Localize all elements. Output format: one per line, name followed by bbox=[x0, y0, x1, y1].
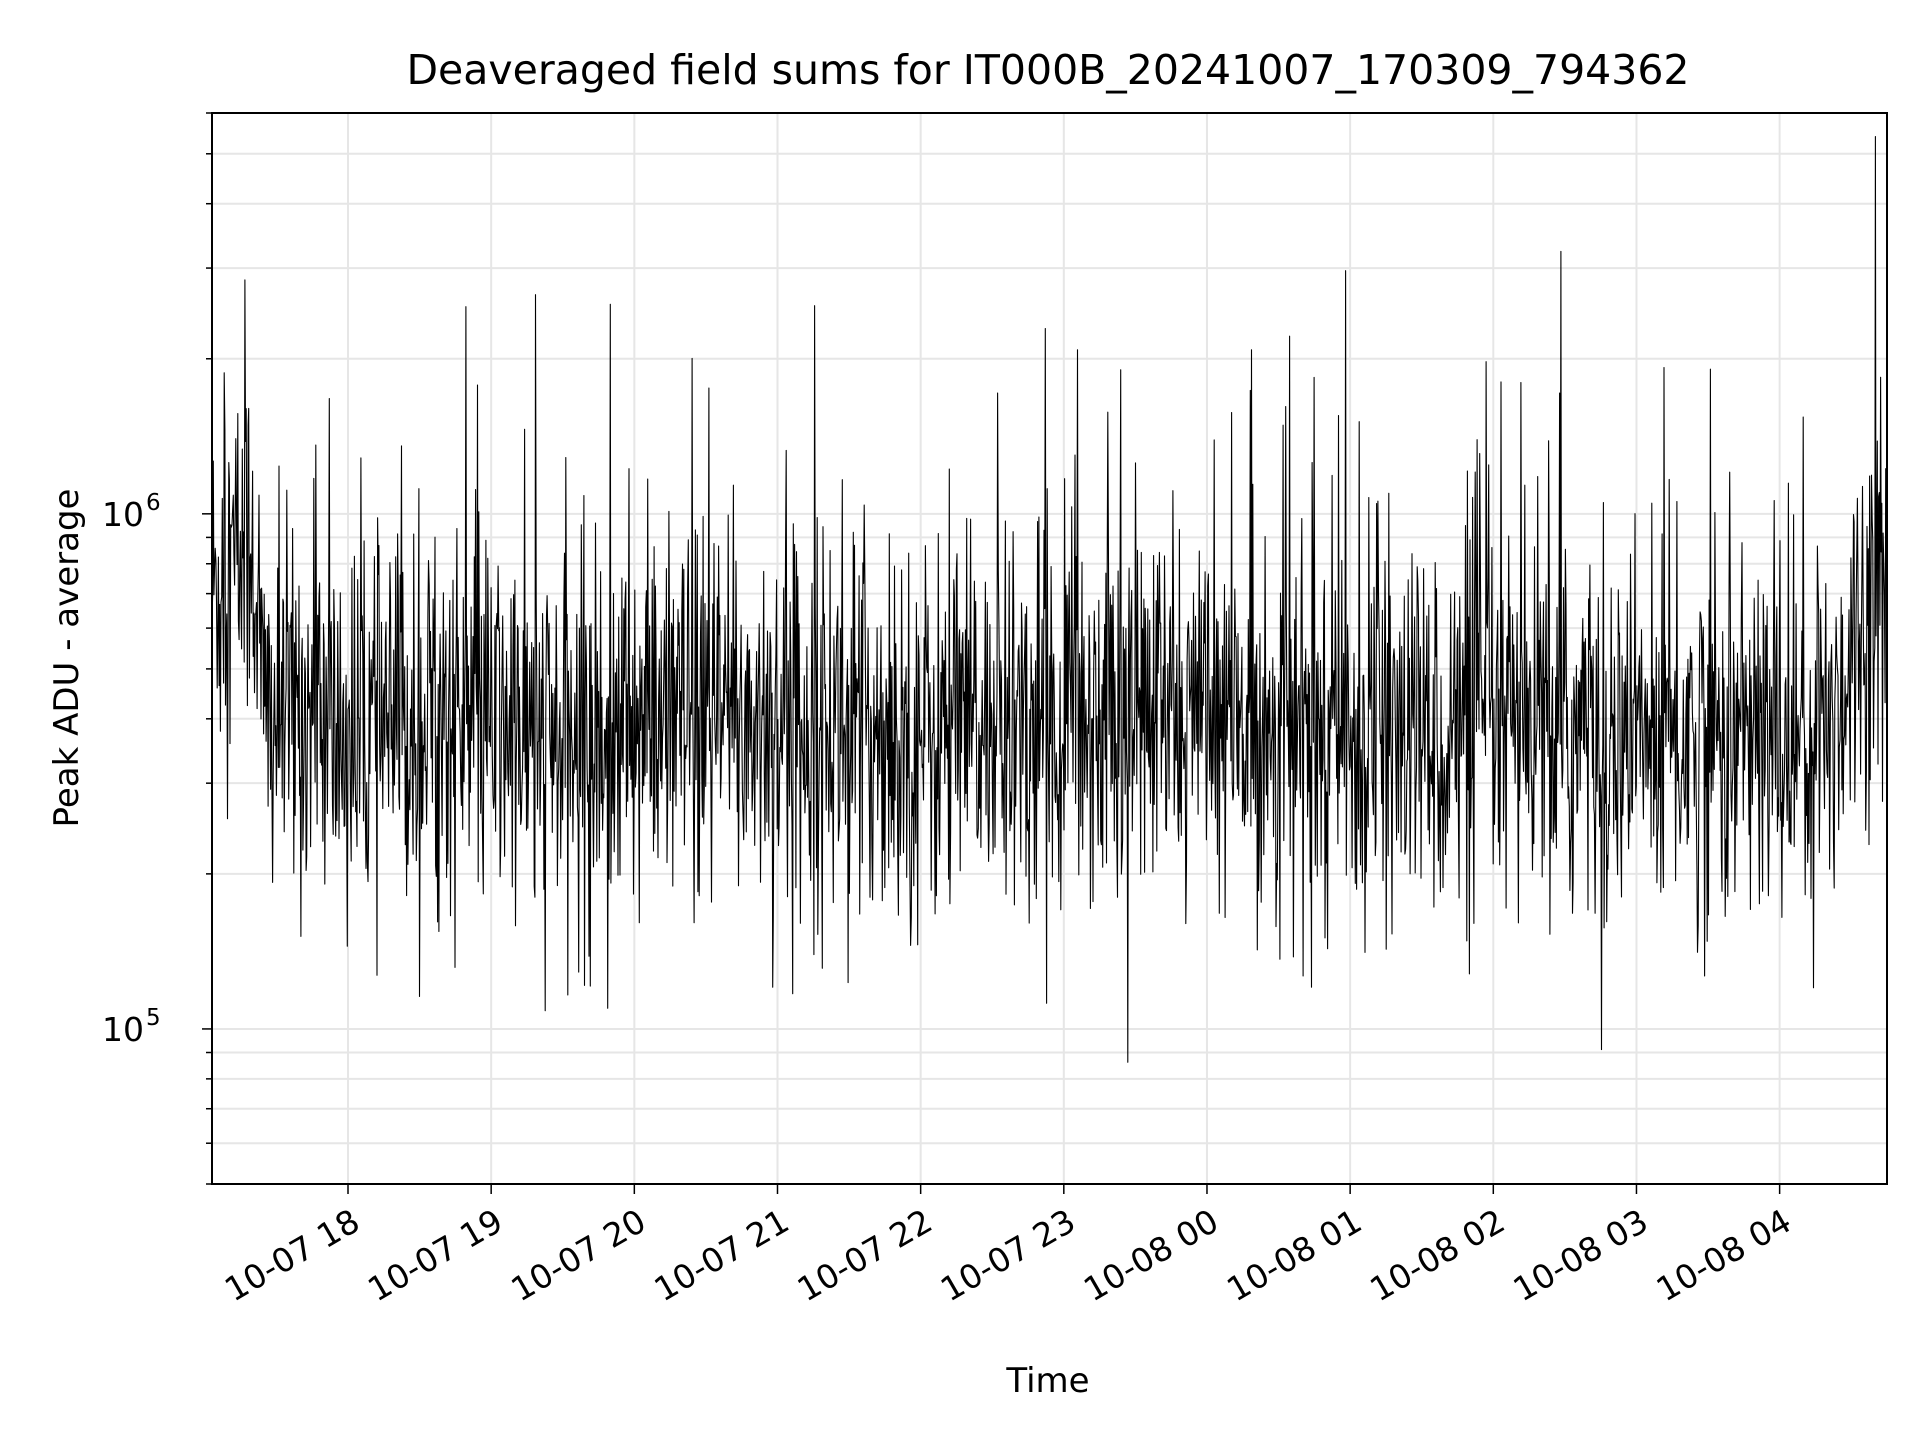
x-tick-label: 10-08 04 bbox=[1650, 1201, 1798, 1309]
y-axis-label: Peak ADU - average bbox=[47, 489, 87, 828]
chart-title: Deaveraged field sums for IT000B_2024100… bbox=[406, 46, 1689, 94]
x-tick-label: 10-08 01 bbox=[1220, 1201, 1368, 1309]
y-tick-label: 10 bbox=[102, 495, 144, 534]
y-tick-exponent: 5 bbox=[146, 1005, 161, 1031]
x-tick-label: 10-07 20 bbox=[504, 1201, 652, 1309]
series-line bbox=[211, 136, 1888, 1063]
x-tick-label: 10-07 18 bbox=[218, 1201, 366, 1309]
plot-frame bbox=[211, 112, 1888, 1185]
x-tick-label: 10-08 00 bbox=[1077, 1201, 1225, 1309]
y-tick-exponent: 6 bbox=[146, 490, 161, 516]
x-axis-label: Time bbox=[1005, 1361, 1089, 1401]
x-tick-label: 10-08 03 bbox=[1506, 1201, 1654, 1309]
x-tick-label: 10-07 22 bbox=[791, 1201, 939, 1309]
x-tick-label: 10-07 23 bbox=[934, 1201, 1082, 1309]
y-tick-label: 10 bbox=[102, 1010, 144, 1049]
series bbox=[211, 136, 1888, 1063]
x-tick-label: 10-07 21 bbox=[647, 1201, 795, 1309]
x-tick-label: 10-08 02 bbox=[1363, 1201, 1511, 1309]
x-tick-label: 10-07 19 bbox=[361, 1201, 509, 1309]
